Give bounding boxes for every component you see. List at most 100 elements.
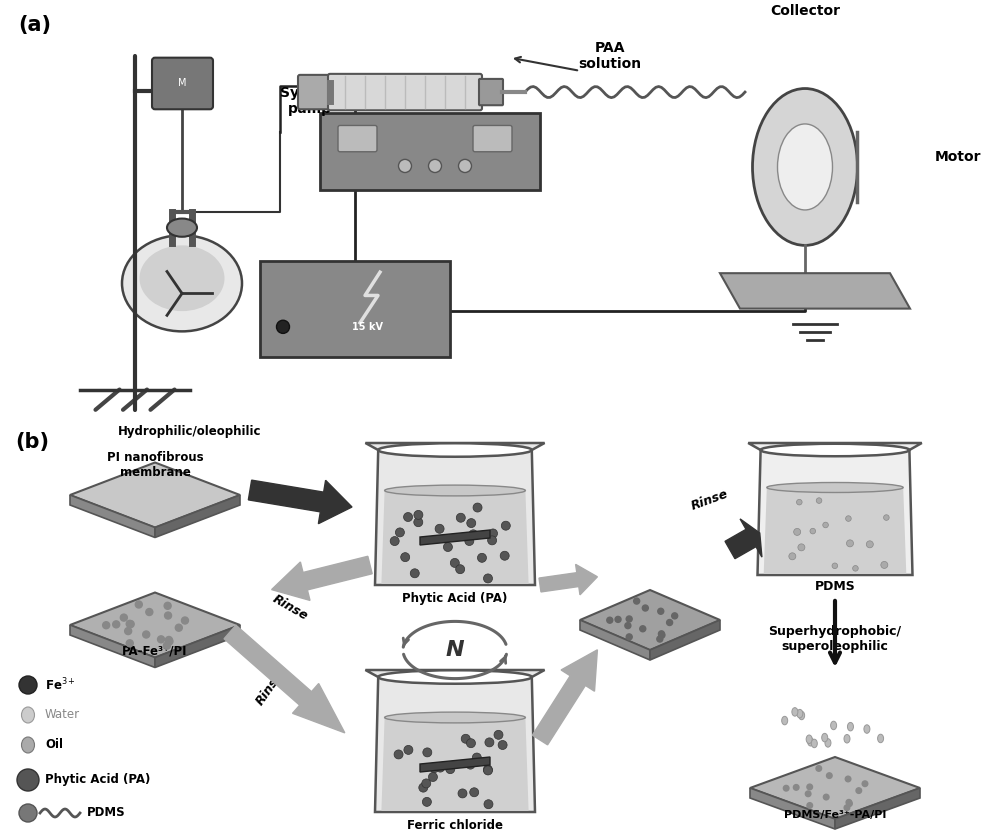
Circle shape [672, 613, 678, 619]
Circle shape [607, 617, 613, 623]
Circle shape [458, 160, 472, 172]
FancyArrow shape [725, 519, 762, 559]
FancyBboxPatch shape [473, 125, 512, 152]
Polygon shape [70, 463, 240, 528]
Text: Collector: Collector [770, 4, 840, 18]
FancyBboxPatch shape [320, 113, 540, 190]
Ellipse shape [778, 124, 833, 210]
Circle shape [494, 730, 503, 739]
Circle shape [816, 498, 822, 503]
Text: 15 kV: 15 kV [352, 322, 382, 332]
Circle shape [126, 621, 133, 627]
Circle shape [634, 598, 640, 604]
Text: Rinse: Rinse [254, 669, 286, 708]
Circle shape [467, 518, 476, 528]
Polygon shape [835, 788, 920, 829]
Circle shape [181, 617, 188, 624]
Polygon shape [365, 670, 545, 677]
Circle shape [430, 764, 439, 773]
Circle shape [810, 528, 816, 534]
Circle shape [472, 753, 481, 762]
Ellipse shape [797, 710, 803, 718]
Ellipse shape [140, 245, 224, 311]
Circle shape [477, 554, 486, 562]
Circle shape [793, 785, 799, 790]
Circle shape [832, 563, 838, 569]
Circle shape [469, 530, 478, 538]
Circle shape [428, 773, 437, 781]
Circle shape [422, 779, 431, 788]
Polygon shape [580, 590, 720, 650]
Circle shape [466, 738, 475, 748]
Polygon shape [764, 487, 906, 574]
Ellipse shape [831, 722, 837, 730]
Circle shape [483, 765, 492, 774]
Circle shape [488, 536, 497, 545]
Ellipse shape [378, 670, 532, 684]
Polygon shape [650, 620, 720, 660]
Circle shape [422, 797, 431, 806]
Circle shape [163, 642, 170, 649]
Circle shape [626, 616, 632, 622]
Circle shape [805, 791, 811, 796]
Polygon shape [750, 788, 835, 829]
Circle shape [395, 528, 404, 537]
Ellipse shape [22, 707, 34, 723]
Polygon shape [748, 443, 922, 450]
Circle shape [640, 626, 646, 632]
Circle shape [483, 574, 492, 583]
Ellipse shape [122, 235, 242, 331]
Circle shape [658, 631, 664, 637]
Ellipse shape [767, 482, 903, 492]
Text: Phytic Acid (PA): Phytic Acid (PA) [402, 592, 508, 605]
Text: PDMS/Fe³⁺-PA/PI: PDMS/Fe³⁺-PA/PI [784, 810, 886, 820]
FancyBboxPatch shape [260, 261, 450, 357]
Polygon shape [720, 273, 910, 308]
Circle shape [783, 785, 789, 791]
Ellipse shape [761, 444, 909, 456]
Circle shape [165, 612, 172, 619]
Circle shape [473, 503, 482, 512]
Circle shape [401, 553, 410, 562]
Circle shape [657, 636, 663, 642]
Text: (a): (a) [18, 15, 51, 35]
Circle shape [125, 627, 132, 634]
Ellipse shape [808, 738, 814, 746]
Circle shape [489, 529, 498, 538]
Ellipse shape [847, 722, 853, 731]
Circle shape [881, 561, 888, 569]
Circle shape [164, 602, 171, 609]
Text: (b): (b) [15, 432, 49, 452]
Circle shape [484, 766, 493, 775]
Circle shape [807, 784, 813, 790]
Circle shape [659, 633, 665, 638]
FancyBboxPatch shape [338, 125, 377, 152]
Circle shape [410, 569, 419, 578]
Circle shape [127, 621, 134, 627]
Circle shape [847, 801, 852, 806]
Ellipse shape [753, 88, 858, 245]
Ellipse shape [167, 218, 197, 237]
Circle shape [465, 537, 474, 545]
Circle shape [404, 745, 413, 754]
Text: PI nanofibrous
membrane: PI nanofibrous membrane [107, 451, 203, 479]
Polygon shape [70, 625, 155, 668]
Circle shape [458, 789, 467, 798]
Circle shape [501, 521, 510, 530]
Polygon shape [155, 495, 240, 538]
Polygon shape [375, 450, 535, 585]
FancyArrow shape [272, 556, 372, 601]
Text: M: M [178, 78, 186, 88]
Text: PAA
solution: PAA solution [578, 40, 642, 71]
Circle shape [642, 605, 648, 611]
Polygon shape [420, 530, 490, 545]
Polygon shape [381, 491, 529, 584]
Circle shape [398, 160, 412, 172]
Circle shape [158, 636, 165, 643]
FancyArrow shape [539, 564, 597, 595]
Circle shape [126, 640, 133, 647]
Circle shape [135, 601, 142, 608]
Text: Oil: Oil [45, 738, 63, 752]
Circle shape [19, 804, 37, 822]
Circle shape [414, 517, 423, 527]
